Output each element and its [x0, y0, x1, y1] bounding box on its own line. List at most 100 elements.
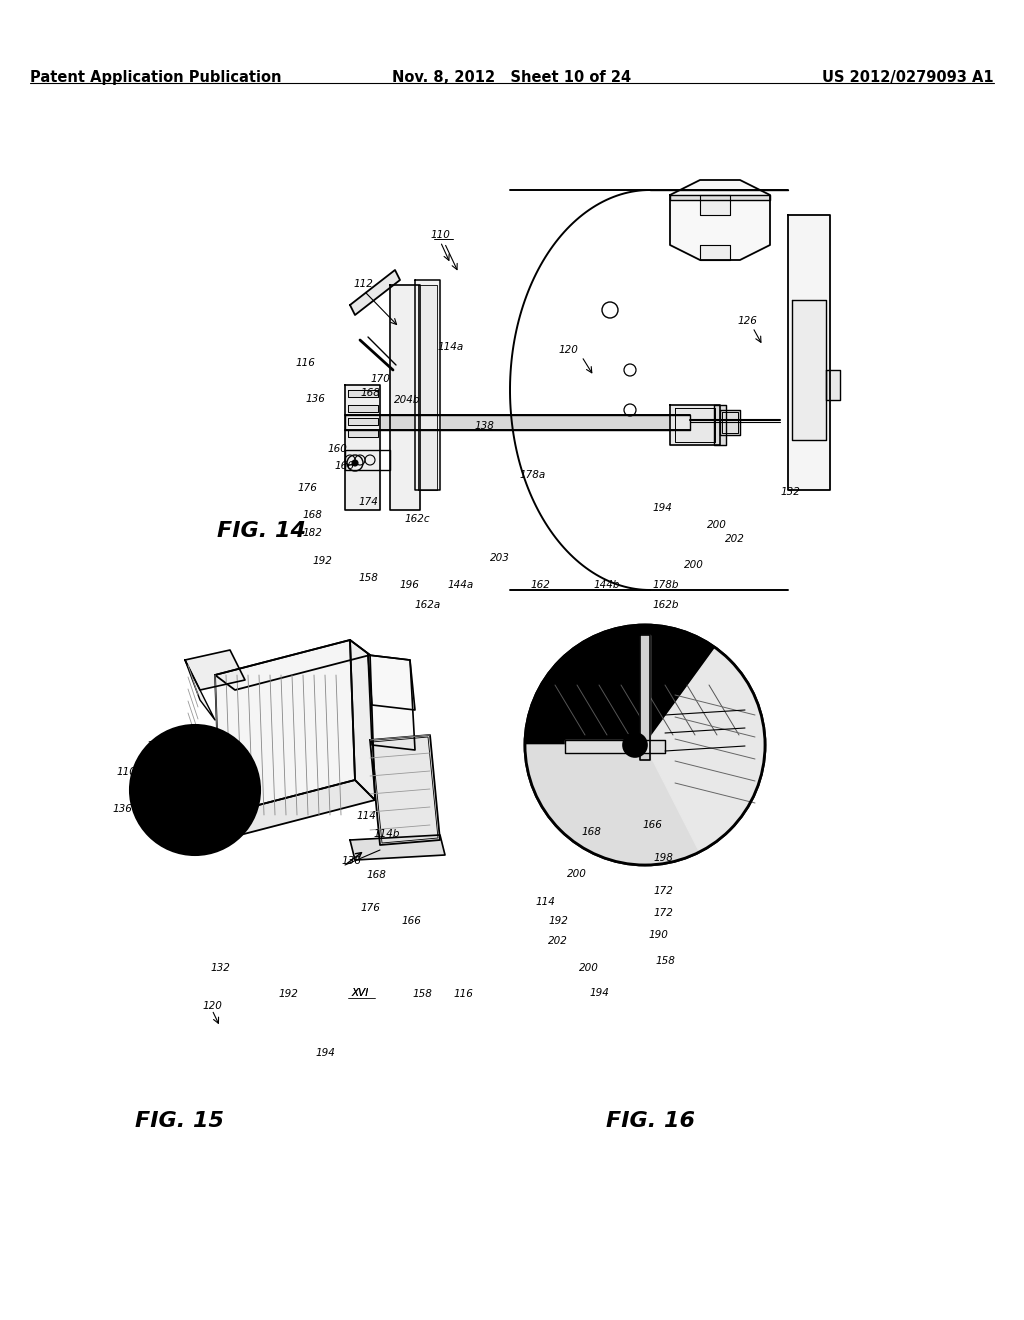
Polygon shape [215, 640, 355, 814]
Text: 196: 196 [399, 579, 420, 590]
Text: 114a: 114a [437, 342, 464, 352]
Polygon shape [390, 285, 420, 510]
Polygon shape [368, 655, 415, 710]
Text: 160: 160 [328, 444, 348, 454]
Text: 136: 136 [305, 393, 326, 404]
Text: 110: 110 [430, 230, 451, 240]
Text: 204b: 204b [394, 395, 421, 405]
Text: 166: 166 [401, 916, 422, 927]
Polygon shape [348, 430, 378, 437]
Text: 162b: 162b [652, 599, 679, 610]
Polygon shape [525, 744, 699, 865]
Text: 190: 190 [648, 929, 669, 940]
Text: 112: 112 [146, 741, 167, 751]
Text: 114: 114 [356, 810, 377, 821]
Polygon shape [640, 635, 650, 760]
Text: 203: 203 [489, 553, 510, 564]
Text: XVI: XVI [352, 987, 369, 998]
Polygon shape [345, 414, 690, 430]
Text: 172: 172 [653, 886, 674, 896]
Polygon shape [418, 285, 437, 490]
Text: FIG. 14: FIG. 14 [217, 521, 305, 541]
Text: 116: 116 [295, 358, 315, 368]
Text: 126: 126 [737, 315, 758, 326]
Text: 126: 126 [228, 750, 249, 760]
Circle shape [130, 725, 260, 855]
Polygon shape [148, 789, 160, 836]
Text: 162: 162 [530, 579, 551, 590]
Circle shape [352, 459, 358, 466]
Text: FIG. 16: FIG. 16 [606, 1111, 694, 1131]
Polygon shape [792, 300, 826, 440]
Text: FIG. 15: FIG. 15 [135, 1111, 223, 1131]
Text: 158: 158 [358, 573, 379, 583]
Text: 136: 136 [341, 855, 361, 866]
Polygon shape [415, 280, 440, 490]
Text: 194: 194 [589, 987, 609, 998]
Text: 168: 168 [302, 510, 323, 520]
Text: 158: 158 [655, 956, 676, 966]
Text: 176: 176 [360, 903, 381, 913]
Polygon shape [645, 648, 765, 851]
Text: 158: 158 [413, 989, 433, 999]
Text: 132: 132 [780, 487, 801, 498]
Polygon shape [348, 405, 378, 412]
Text: 132: 132 [210, 962, 230, 973]
Polygon shape [670, 195, 770, 201]
Polygon shape [348, 389, 378, 397]
Text: Patent Application Publication: Patent Application Publication [30, 70, 282, 84]
Polygon shape [350, 836, 445, 861]
Text: 170: 170 [371, 374, 391, 384]
Text: 168: 168 [367, 870, 387, 880]
Text: 168: 168 [582, 826, 602, 837]
Circle shape [525, 624, 765, 865]
Text: 114: 114 [536, 896, 556, 907]
Text: 198: 198 [653, 853, 674, 863]
Text: 110: 110 [116, 767, 136, 777]
Text: 202: 202 [548, 936, 568, 946]
Text: Nov. 8, 2012   Sheet 10 of 24: Nov. 8, 2012 Sheet 10 of 24 [392, 70, 632, 84]
Circle shape [189, 784, 201, 796]
Text: 200: 200 [566, 869, 587, 879]
Text: 178a: 178a [519, 470, 546, 480]
Text: 138: 138 [474, 421, 495, 432]
Polygon shape [148, 744, 178, 775]
Text: 144a: 144a [447, 579, 474, 590]
Polygon shape [700, 195, 730, 215]
Text: 168: 168 [360, 388, 381, 399]
Text: XVI: XVI [352, 987, 369, 998]
Polygon shape [348, 418, 378, 425]
Text: 192: 192 [548, 916, 568, 927]
Text: 176: 176 [297, 483, 317, 494]
Polygon shape [215, 640, 370, 690]
Text: 116: 116 [454, 989, 474, 999]
Polygon shape [670, 180, 770, 260]
Text: 120: 120 [202, 1001, 222, 1011]
Polygon shape [220, 780, 375, 836]
Polygon shape [185, 660, 215, 719]
Text: 114b: 114b [374, 829, 400, 840]
Circle shape [177, 772, 213, 808]
Polygon shape [185, 649, 245, 690]
Polygon shape [372, 737, 438, 843]
Polygon shape [370, 735, 440, 845]
Polygon shape [145, 760, 158, 805]
Text: 112: 112 [353, 279, 374, 289]
Text: 192: 192 [312, 556, 333, 566]
Polygon shape [714, 405, 726, 445]
Text: 144b: 144b [594, 579, 621, 590]
Polygon shape [368, 655, 415, 750]
Polygon shape [350, 271, 400, 315]
Text: 172: 172 [653, 908, 674, 919]
Text: 178b: 178b [652, 579, 679, 590]
Text: 162a: 162a [415, 599, 441, 610]
Polygon shape [565, 741, 665, 752]
Polygon shape [670, 405, 720, 445]
Text: 166: 166 [642, 820, 663, 830]
Text: 120: 120 [558, 345, 579, 355]
Polygon shape [788, 215, 830, 490]
Polygon shape [345, 385, 380, 510]
Text: US 2012/0279093 A1: US 2012/0279093 A1 [822, 70, 994, 84]
Text: 162c: 162c [404, 513, 431, 524]
Text: 136: 136 [113, 804, 133, 814]
